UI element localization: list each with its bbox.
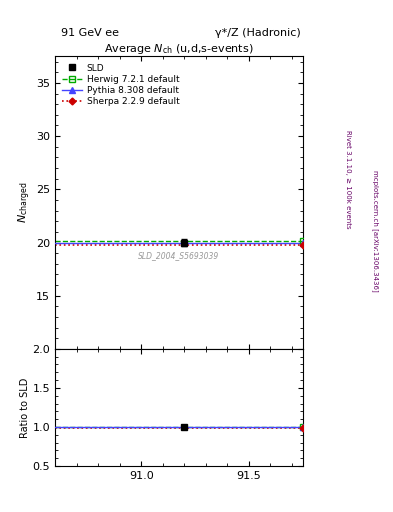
Legend: SLD, Herwig 7.2.1 default, Pythia 8.308 default, Sherpa 2.2.9 default: SLD, Herwig 7.2.1 default, Pythia 8.308 … [59, 60, 183, 110]
Y-axis label: Ratio to SLD: Ratio to SLD [20, 377, 29, 438]
Text: Rivet 3.1.10, ≥ 100k events: Rivet 3.1.10, ≥ 100k events [345, 130, 351, 228]
Y-axis label: $N_{\rm charged}$: $N_{\rm charged}$ [17, 182, 33, 223]
Text: mcplots.cern.ch [arXiv:1306.3436]: mcplots.cern.ch [arXiv:1306.3436] [372, 169, 379, 291]
Text: 91 GeV ee: 91 GeV ee [61, 28, 119, 38]
Title: Average $N_{\rm ch}$ (u,d,s-events): Average $N_{\rm ch}$ (u,d,s-events) [104, 42, 253, 56]
Text: γ*/Z (Hadronic): γ*/Z (Hadronic) [215, 28, 301, 38]
Text: SLD_2004_S5693039: SLD_2004_S5693039 [138, 251, 219, 260]
